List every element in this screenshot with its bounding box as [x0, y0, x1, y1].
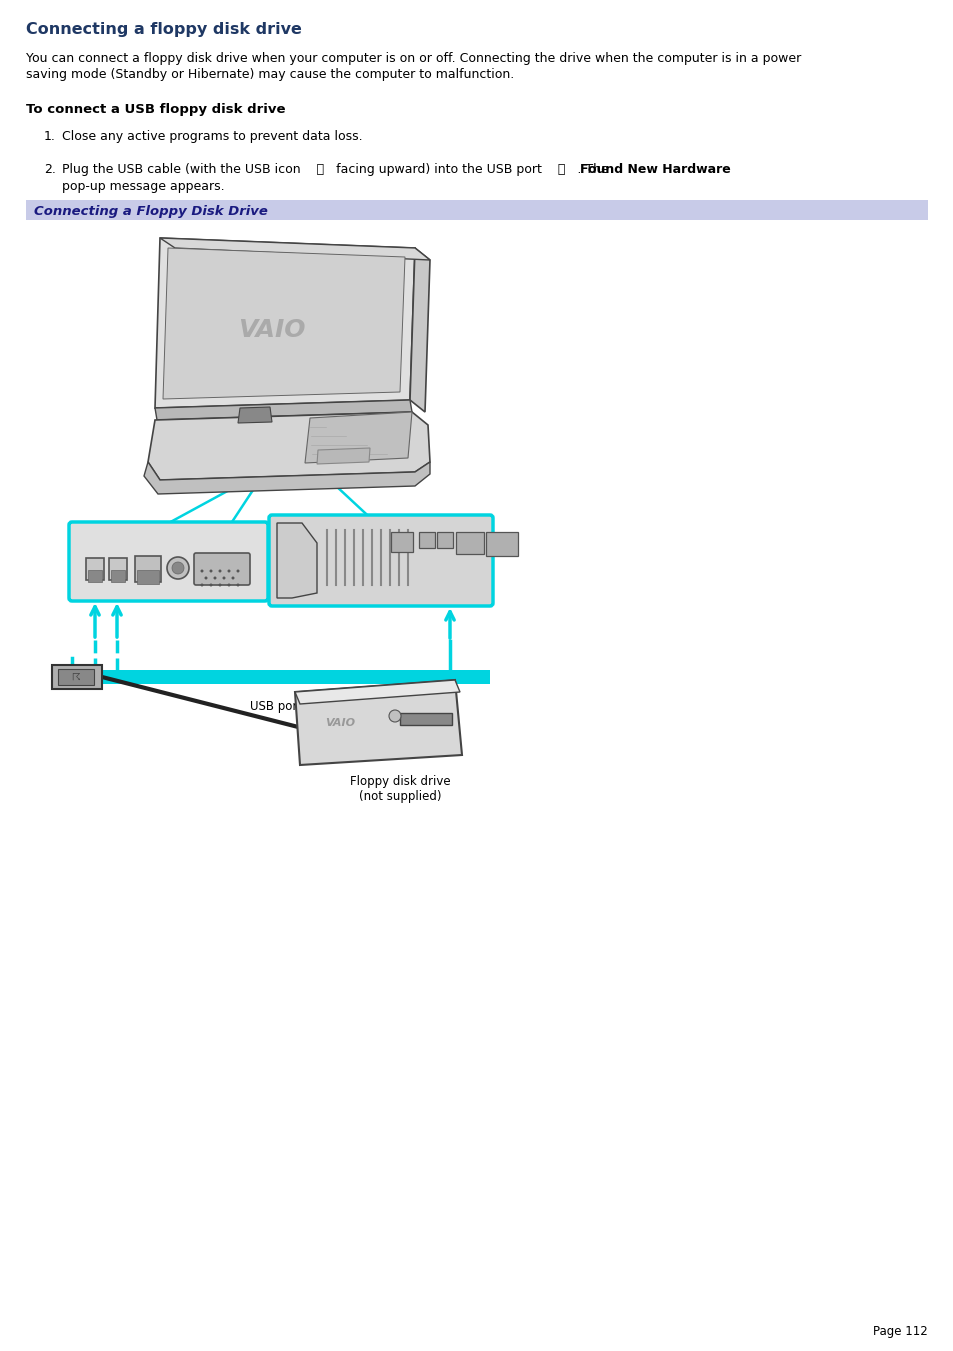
Circle shape — [389, 711, 400, 721]
FancyBboxPatch shape — [109, 558, 127, 580]
Circle shape — [204, 577, 208, 580]
Circle shape — [200, 584, 203, 586]
FancyBboxPatch shape — [391, 532, 413, 553]
Polygon shape — [144, 462, 430, 494]
FancyBboxPatch shape — [135, 557, 161, 582]
FancyBboxPatch shape — [26, 200, 927, 220]
Circle shape — [218, 570, 221, 573]
Text: VAIO: VAIO — [238, 317, 305, 342]
Circle shape — [213, 577, 216, 580]
Circle shape — [210, 584, 213, 586]
Text: ☈: ☈ — [71, 671, 80, 682]
Text: Connecting a Floppy Disk Drive: Connecting a Floppy Disk Drive — [34, 204, 268, 218]
Text: Floppy disk drive: Floppy disk drive — [350, 775, 450, 788]
Polygon shape — [154, 400, 412, 420]
Text: You can connect a floppy disk drive when your computer is on or off. Connecting : You can connect a floppy disk drive when… — [26, 51, 801, 65]
FancyBboxPatch shape — [269, 515, 493, 607]
Polygon shape — [163, 249, 405, 399]
FancyBboxPatch shape — [71, 670, 490, 684]
Text: Page 112: Page 112 — [872, 1325, 927, 1337]
Text: saving mode (Standby or Hibernate) may cause the computer to malfunction.: saving mode (Standby or Hibernate) may c… — [26, 68, 514, 81]
FancyBboxPatch shape — [86, 558, 104, 580]
FancyBboxPatch shape — [88, 570, 102, 582]
Circle shape — [227, 584, 231, 586]
Circle shape — [172, 562, 184, 574]
Circle shape — [167, 557, 189, 580]
Polygon shape — [410, 249, 430, 412]
Polygon shape — [316, 449, 370, 463]
Circle shape — [210, 570, 213, 573]
Text: Close any active programs to prevent data loss.: Close any active programs to prevent dat… — [62, 130, 362, 143]
FancyBboxPatch shape — [69, 521, 268, 601]
Polygon shape — [294, 680, 459, 704]
FancyBboxPatch shape — [418, 532, 435, 549]
Text: (not supplied): (not supplied) — [358, 790, 441, 802]
Text: USB ports: USB ports — [250, 700, 308, 713]
Polygon shape — [154, 238, 415, 408]
FancyBboxPatch shape — [399, 713, 452, 725]
Circle shape — [236, 584, 239, 586]
Text: Found New Hardware: Found New Hardware — [579, 163, 730, 176]
FancyBboxPatch shape — [485, 532, 517, 557]
FancyBboxPatch shape — [456, 532, 483, 554]
FancyBboxPatch shape — [193, 553, 250, 585]
Text: pop-up message appears.: pop-up message appears. — [62, 180, 224, 193]
Polygon shape — [305, 412, 412, 463]
Circle shape — [222, 577, 225, 580]
FancyBboxPatch shape — [58, 669, 94, 685]
FancyBboxPatch shape — [52, 665, 102, 689]
Circle shape — [236, 570, 239, 573]
Circle shape — [227, 570, 231, 573]
Text: Connecting a floppy disk drive: Connecting a floppy disk drive — [26, 22, 301, 36]
Polygon shape — [237, 407, 272, 423]
Text: Plug the USB cable (with the USB icon    ␥   facing upward) into the USB port   : Plug the USB cable (with the USB icon ␥ … — [62, 163, 612, 176]
Text: 2.: 2. — [44, 163, 56, 176]
Polygon shape — [148, 412, 430, 480]
Circle shape — [218, 584, 221, 586]
Circle shape — [200, 570, 203, 573]
Text: VAIO: VAIO — [325, 717, 355, 728]
Text: To connect a USB floppy disk drive: To connect a USB floppy disk drive — [26, 103, 285, 116]
FancyBboxPatch shape — [436, 532, 453, 549]
Circle shape — [232, 577, 234, 580]
Text: 1.: 1. — [44, 130, 56, 143]
Polygon shape — [160, 238, 430, 259]
FancyBboxPatch shape — [137, 570, 159, 584]
Polygon shape — [276, 523, 316, 598]
FancyBboxPatch shape — [111, 570, 125, 582]
Polygon shape — [294, 680, 461, 765]
